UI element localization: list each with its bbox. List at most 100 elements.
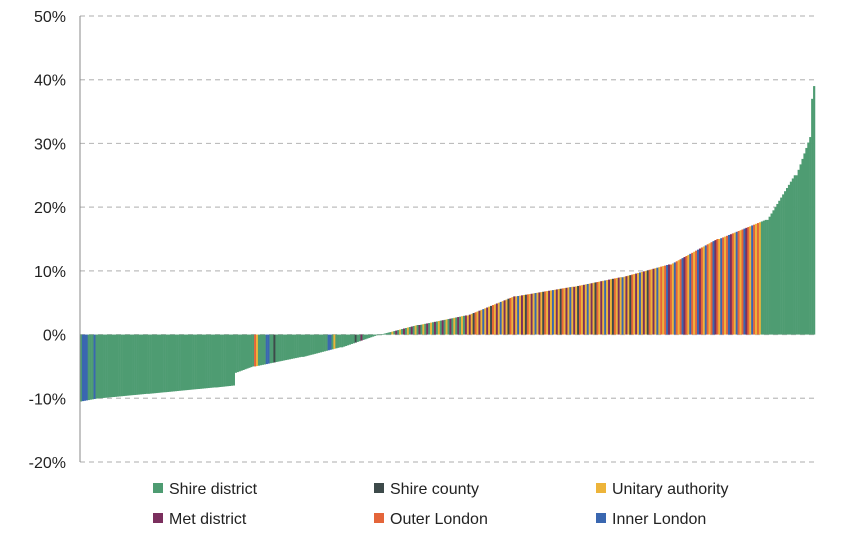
bar xyxy=(464,315,468,335)
bar xyxy=(550,290,553,335)
bar xyxy=(640,271,644,335)
bar xyxy=(435,321,439,335)
bar xyxy=(250,334,253,368)
bar xyxy=(296,334,299,358)
bar xyxy=(451,318,454,335)
bar xyxy=(503,300,506,335)
bar xyxy=(145,334,148,394)
bar xyxy=(393,331,396,335)
bar xyxy=(91,334,94,400)
bar xyxy=(362,334,365,340)
bar xyxy=(449,318,452,335)
bar xyxy=(401,329,404,335)
bar xyxy=(522,295,526,335)
bar xyxy=(755,223,758,335)
bar xyxy=(621,277,624,335)
bar xyxy=(379,334,382,336)
bar xyxy=(617,277,620,335)
bar xyxy=(600,281,603,335)
bar xyxy=(511,297,514,335)
bar xyxy=(743,228,746,335)
bar xyxy=(256,334,259,367)
bar xyxy=(559,288,562,335)
bar xyxy=(337,334,340,348)
bar xyxy=(493,304,497,335)
bar xyxy=(671,263,675,335)
y-tick-label: 50% xyxy=(34,9,66,26)
bar xyxy=(279,334,282,362)
bar xyxy=(410,326,413,335)
bar xyxy=(501,301,504,335)
bar xyxy=(319,334,323,353)
bar xyxy=(136,334,139,395)
bar xyxy=(358,334,361,342)
bar xyxy=(304,334,307,357)
bar xyxy=(107,334,110,398)
bar xyxy=(482,309,485,335)
bar xyxy=(432,322,435,335)
bar xyxy=(567,287,570,335)
bar xyxy=(165,334,168,393)
bar xyxy=(283,334,286,361)
bar xyxy=(702,246,705,335)
bar xyxy=(718,239,721,335)
bar xyxy=(350,334,353,344)
bar xyxy=(267,334,270,364)
bar xyxy=(687,254,690,335)
bar xyxy=(540,292,543,335)
bar xyxy=(577,285,580,335)
bar xyxy=(770,213,773,335)
bar xyxy=(227,334,230,387)
bar xyxy=(151,334,154,394)
bar xyxy=(403,328,406,335)
bar xyxy=(536,292,539,335)
bar xyxy=(286,334,290,360)
bar xyxy=(515,296,518,335)
bar xyxy=(333,334,336,349)
legend-label: Shire district xyxy=(169,481,258,498)
bar xyxy=(383,333,386,335)
bar xyxy=(321,334,324,352)
bar xyxy=(484,308,487,335)
y-axis-tick-labels: 50% 40% 30% 20% 10% 0% -10% -20% xyxy=(29,9,66,472)
bar xyxy=(602,280,605,335)
bar xyxy=(399,329,402,335)
bar xyxy=(782,194,785,335)
bar xyxy=(412,326,415,335)
bar xyxy=(517,296,520,335)
bar xyxy=(474,312,477,335)
bar xyxy=(633,274,636,335)
bar xyxy=(776,203,779,335)
bar xyxy=(619,277,622,335)
bar xyxy=(453,317,456,335)
bar xyxy=(323,334,326,352)
bar xyxy=(573,286,576,335)
bar xyxy=(155,334,158,394)
legend-item: Shire county xyxy=(374,481,479,498)
bar xyxy=(85,334,88,401)
bar xyxy=(575,286,578,335)
bar xyxy=(733,232,736,335)
bar xyxy=(700,247,704,335)
bar xyxy=(697,249,700,335)
bar xyxy=(466,315,470,335)
bar xyxy=(669,264,673,335)
bar xyxy=(217,334,220,388)
bar xyxy=(387,332,390,335)
bar xyxy=(731,233,735,335)
bar xyxy=(695,250,698,335)
bar xyxy=(580,285,584,335)
bar xyxy=(478,310,481,335)
bar xyxy=(87,334,90,401)
bar xyxy=(791,178,794,335)
bar xyxy=(433,321,437,335)
bar xyxy=(219,334,222,388)
bar xyxy=(706,244,709,335)
bar xyxy=(103,334,106,398)
bar xyxy=(294,334,297,359)
bar xyxy=(389,332,392,335)
bar xyxy=(606,280,609,335)
bar xyxy=(778,200,781,335)
bar xyxy=(762,220,765,335)
bar xyxy=(468,314,471,335)
